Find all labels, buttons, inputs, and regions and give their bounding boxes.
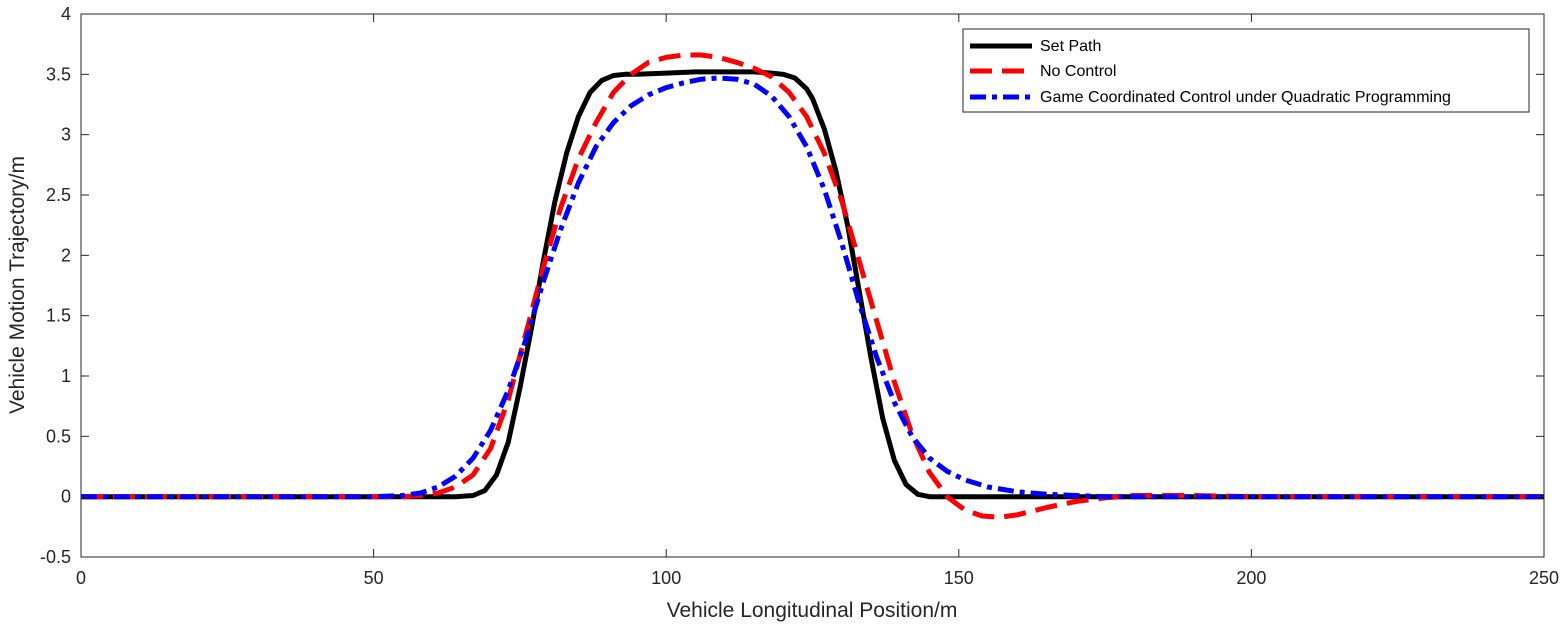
y-tick-label-0: -0.5 [40, 547, 71, 567]
y-tick-label-3: 1 [61, 366, 71, 386]
plot-frame [80, 13, 1545, 558]
y-tick-label-6: 2.5 [46, 185, 71, 205]
legend-label-1: No Control [1040, 63, 1116, 80]
x-axis-label: Vehicle Longitudinal Position/m [667, 599, 958, 622]
x-tick-label-1: 50 [364, 568, 384, 588]
series-line-0 [81, 69, 1544, 500]
series-layer [81, 52, 1544, 520]
y-tick-label-1: 0 [61, 487, 71, 507]
series-line-2 [81, 75, 1544, 500]
y-tick-label-5: 2 [61, 245, 71, 265]
y-tick-label-4: 1.5 [46, 306, 71, 326]
legend-box [962, 28, 1530, 113]
y-tick-label-9: 4 [61, 4, 71, 24]
x-tick-label-3: 150 [944, 568, 974, 588]
x-tick-label-2: 100 [651, 568, 681, 588]
legend-label-2: Game Coordinated Control under Quadratic… [1040, 89, 1451, 106]
y-axis-label: Vehicle Motion Trajectory/m [6, 156, 29, 414]
y-tick-label-8: 3.5 [46, 64, 71, 84]
y-tick-label-7: 3 [61, 125, 71, 145]
x-tick-label-0: 0 [76, 568, 86, 588]
y-tick-label-2: 0.5 [46, 426, 71, 446]
x-tick-label-4: 200 [1236, 568, 1266, 588]
legend-label-0: Set Path [1040, 38, 1101, 55]
ticks-layer: 0 50 100 150 200 250-0.500.511.522.533.54 [40, 4, 1559, 588]
x-tick-label-5: 250 [1529, 568, 1559, 588]
legend: Set Path No Control Game Coordinated Con… [962, 28, 1530, 113]
